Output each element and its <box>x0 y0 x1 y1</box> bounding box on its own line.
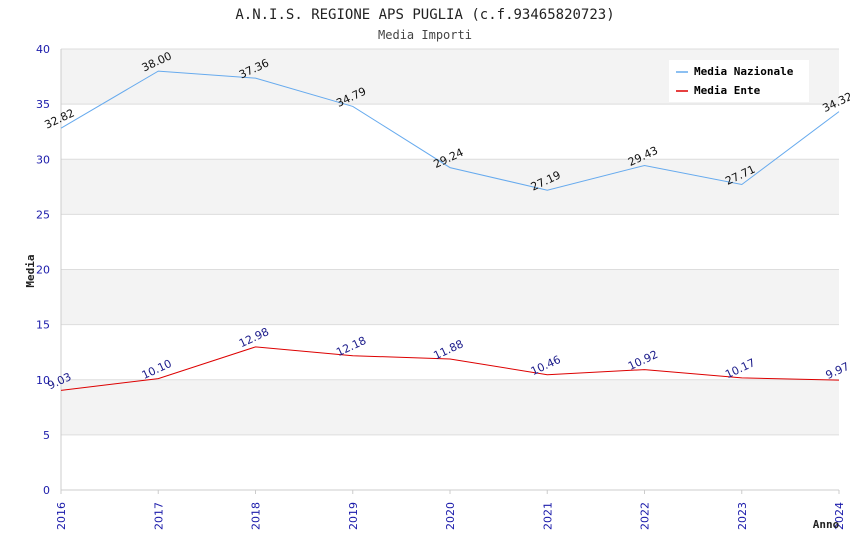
chart-title: A.N.I.S. REGIONE APS PUGLIA (c.f.9346582… <box>235 7 614 23</box>
plot-band <box>61 214 839 270</box>
y-tick-label: 25 <box>36 208 50 221</box>
legend-box <box>669 60 809 102</box>
legend-label-media-nazionale: Media Nazionale <box>694 65 794 78</box>
series-line-media-ente <box>60 346 840 391</box>
x-axis-ticks: 2016 2017 2018 2019 2020 2021 2022 2023 2024 <box>55 490 846 530</box>
x-axis-label: Anno <box>813 518 840 531</box>
series-layer <box>60 70 840 391</box>
plot-bands <box>61 49 839 490</box>
y-axis-label: Media <box>24 254 37 287</box>
plot-band <box>61 269 839 325</box>
y-tick-label: 30 <box>36 153 50 166</box>
y-tick-label: 15 <box>36 319 50 332</box>
legend: Media Nazionale Media Ente <box>669 60 809 102</box>
plot-band <box>61 379 839 435</box>
x-tick-label: 2017 <box>152 502 165 530</box>
y-axis-ticks: 0 5 10 15 20 25 30 35 40 <box>36 43 50 497</box>
legend-label-media-ente: Media Ente <box>694 84 761 97</box>
x-tick-label: 2019 <box>347 502 360 530</box>
x-tick-label: 2016 <box>55 502 68 530</box>
plot-band <box>61 434 839 490</box>
x-tick-label: 2024 <box>833 502 846 530</box>
y-tick-label: 10 <box>36 374 50 387</box>
series-line-media-nazionale <box>60 70 840 191</box>
y-tick-label: 35 <box>36 98 50 111</box>
x-tick-label: 2021 <box>541 502 554 530</box>
y-tick-label: 5 <box>43 429 50 442</box>
x-tick-label: 2020 <box>444 502 457 530</box>
y-tick-label: 0 <box>43 484 50 497</box>
x-tick-label: 2023 <box>736 502 749 530</box>
plot-band <box>61 324 839 380</box>
chart-subtitle: Media Importi <box>378 28 472 42</box>
plot-band <box>61 159 839 215</box>
x-tick-label: 2018 <box>250 502 263 530</box>
y-tick-label: 20 <box>36 264 50 277</box>
y-tick-label: 40 <box>36 43 50 56</box>
plot-band <box>61 104 839 160</box>
x-tick-label: 2022 <box>639 502 652 530</box>
